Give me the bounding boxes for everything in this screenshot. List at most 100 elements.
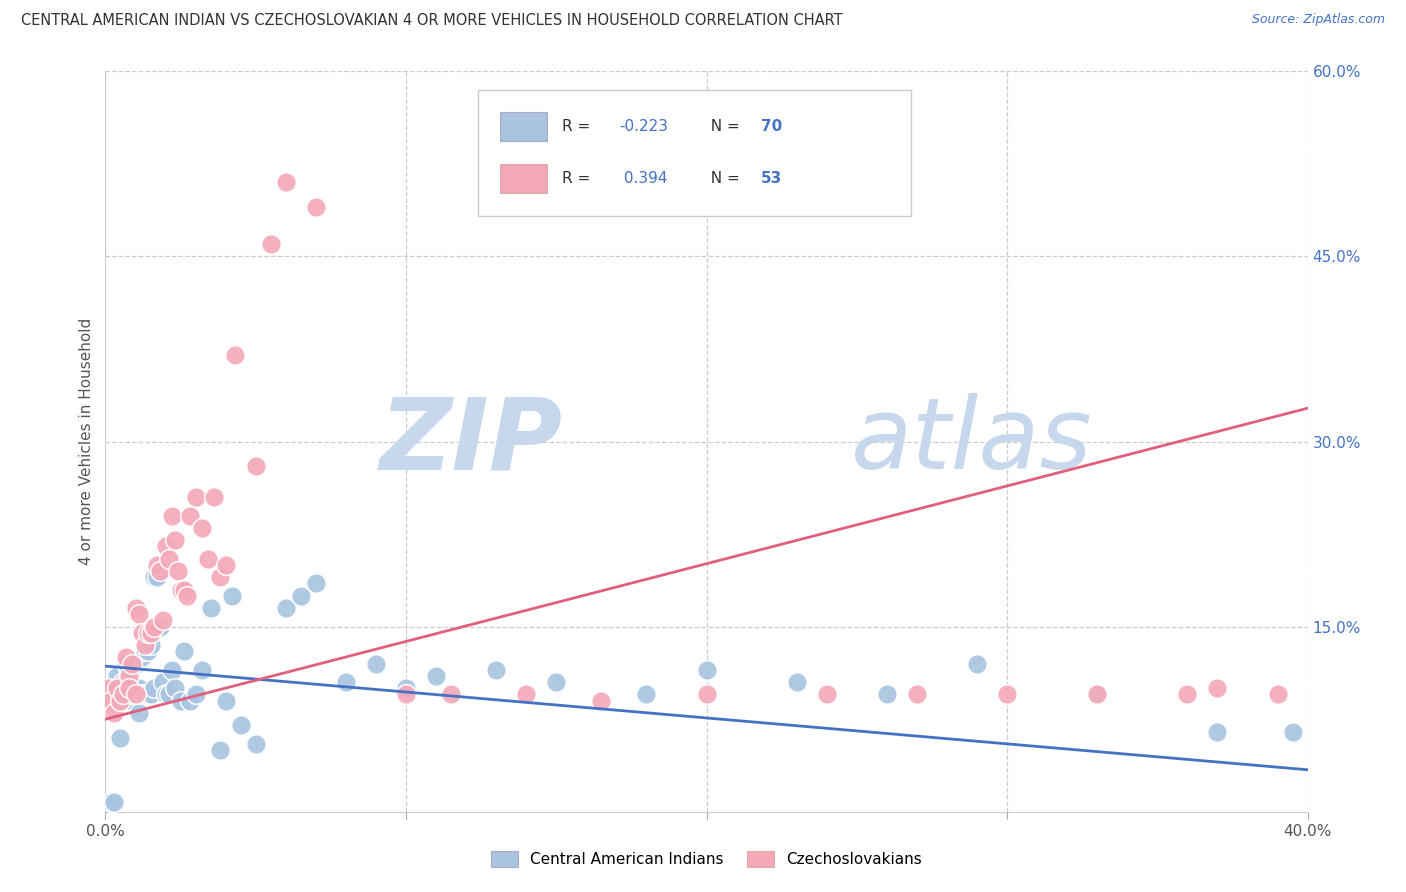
Point: [115, 657, 138, 671]
Point: [485, 663, 508, 677]
Point: [139, 625, 162, 640]
Point: [112, 675, 135, 690]
Text: atlas: atlas: [851, 393, 1092, 490]
Point: [124, 681, 146, 696]
Point: [124, 657, 146, 671]
Point: [200, 601, 222, 615]
Point: [1206, 681, 1229, 696]
Point: [134, 638, 156, 652]
Text: -0.223: -0.223: [619, 120, 668, 135]
Point: [1085, 688, 1108, 702]
Point: [131, 625, 153, 640]
Point: [103, 681, 125, 696]
Point: [157, 688, 180, 702]
Point: [364, 657, 387, 671]
Point: [152, 675, 174, 690]
Point: [1206, 724, 1229, 739]
Point: [121, 657, 143, 671]
Point: [395, 681, 418, 696]
Point: [128, 607, 150, 622]
Point: [995, 688, 1018, 702]
Point: [1281, 724, 1303, 739]
Point: [157, 551, 180, 566]
Point: [515, 688, 537, 702]
Point: [134, 644, 156, 658]
Point: [142, 619, 165, 633]
Legend: Central American Indians, Czechoslovakians: Central American Indians, Czechoslovakia…: [491, 851, 922, 867]
Point: [118, 663, 141, 677]
Point: [224, 348, 246, 362]
Point: [110, 694, 132, 708]
Point: [179, 694, 201, 708]
Point: [136, 644, 159, 658]
Point: [118, 675, 141, 690]
Point: [118, 669, 141, 683]
Point: [128, 681, 150, 696]
Point: [107, 669, 129, 683]
Point: [131, 650, 153, 665]
Point: [184, 490, 207, 504]
Point: [425, 669, 447, 683]
Point: [107, 681, 129, 696]
Point: [197, 551, 219, 566]
Point: [305, 200, 328, 214]
Point: [591, 694, 613, 708]
Point: [115, 650, 138, 665]
Point: [142, 570, 165, 584]
Point: [100, 694, 122, 708]
Point: [190, 663, 212, 677]
Point: [118, 694, 141, 708]
Point: [124, 688, 146, 702]
Point: [100, 694, 122, 708]
Point: [142, 681, 165, 696]
Point: [160, 508, 183, 523]
Point: [148, 564, 170, 578]
Point: [636, 688, 658, 702]
Point: [173, 644, 195, 658]
Point: [214, 694, 236, 708]
Point: [173, 582, 195, 597]
Point: [1267, 688, 1289, 702]
Point: [696, 688, 718, 702]
FancyBboxPatch shape: [499, 112, 547, 141]
Point: [163, 533, 186, 548]
FancyBboxPatch shape: [478, 90, 911, 216]
Point: [136, 625, 159, 640]
Text: Source: ZipAtlas.com: Source: ZipAtlas.com: [1251, 13, 1385, 27]
Point: [1175, 688, 1198, 702]
Point: [208, 570, 231, 584]
Point: [229, 718, 252, 732]
Point: [110, 731, 132, 745]
Point: [155, 540, 177, 554]
Text: ZIP: ZIP: [380, 393, 562, 490]
Text: R =: R =: [562, 120, 595, 135]
Point: [208, 743, 231, 757]
Point: [440, 688, 463, 702]
Point: [97, 681, 120, 696]
Point: [112, 688, 135, 702]
Point: [163, 681, 186, 696]
Point: [148, 619, 170, 633]
Point: [115, 688, 138, 702]
Point: [121, 694, 143, 708]
Point: [176, 589, 198, 603]
Point: [1085, 688, 1108, 702]
Point: [546, 675, 568, 690]
Point: [112, 694, 135, 708]
Point: [134, 688, 156, 702]
Point: [274, 601, 297, 615]
Text: 0.394: 0.394: [619, 171, 668, 186]
Text: 53: 53: [761, 171, 782, 186]
Point: [395, 688, 418, 702]
Point: [124, 601, 146, 615]
FancyBboxPatch shape: [499, 164, 547, 194]
Point: [179, 508, 201, 523]
Text: N =: N =: [700, 171, 744, 186]
Point: [169, 694, 191, 708]
Point: [169, 582, 191, 597]
Text: R =: R =: [562, 171, 595, 186]
Point: [815, 688, 838, 702]
Point: [110, 688, 132, 702]
Point: [160, 663, 183, 677]
Point: [100, 795, 122, 809]
